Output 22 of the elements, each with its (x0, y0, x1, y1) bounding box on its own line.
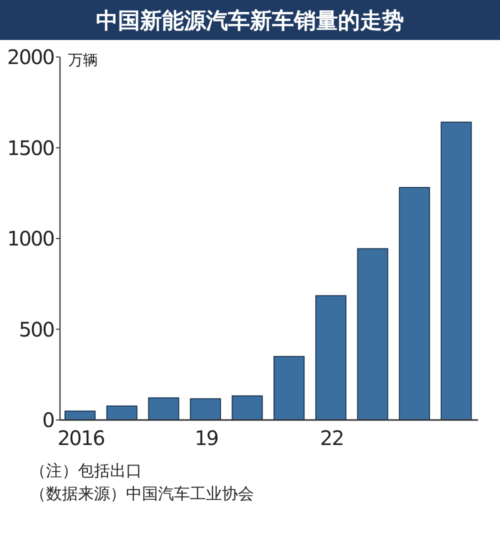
text: （注）包括出口 (30, 461, 142, 480)
y-axis-title: 万辆 (68, 51, 98, 69)
y-tick-label: 500 (18, 317, 54, 342)
chart-title: 中国新能源汽车新车销量的走势 (96, 8, 404, 34)
x-tick-label: 19 (194, 426, 218, 450)
bar (440, 122, 472, 420)
y-tick-label: 2000 (7, 45, 54, 69)
bar (64, 410, 96, 420)
x-tick-label: 2016 (57, 426, 105, 450)
y-tick-label: 1000 (7, 226, 54, 250)
bar (148, 397, 180, 420)
text: （数据来源）中国汽车工业协会 (30, 484, 254, 503)
bar (232, 395, 263, 420)
x-tick-label: 22 (320, 426, 344, 450)
bar (106, 406, 138, 420)
bar (357, 248, 388, 420)
bar (315, 295, 346, 420)
y-tick-label: 1500 (7, 136, 54, 160)
bar (398, 187, 430, 420)
bar (190, 398, 222, 420)
y-tick-label: 0 (42, 408, 54, 432)
bar (274, 356, 305, 420)
